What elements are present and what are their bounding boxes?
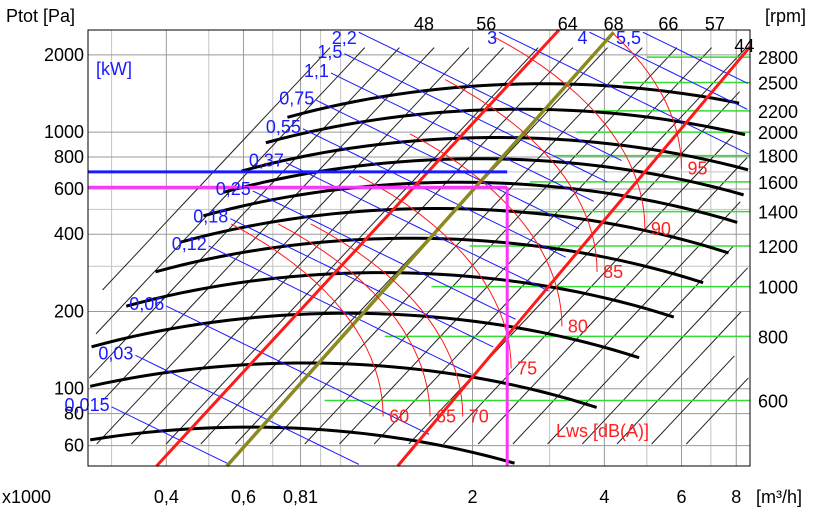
power-label: 0,37: [249, 151, 284, 171]
power-label: 0,03: [98, 343, 133, 363]
efficiency-label: 68: [604, 14, 624, 34]
system-curve: [513, 202, 740, 444]
x-axis-multiplier: x1000: [2, 487, 51, 507]
sound-label: 90: [651, 219, 671, 239]
x-tick-label: 0,4: [154, 487, 179, 507]
sound-label: 75: [517, 358, 537, 378]
y-tick-label: 800: [54, 147, 84, 167]
rpm-axis-label: [rpm]: [765, 6, 806, 26]
efficiency-label: 56: [476, 14, 496, 34]
power-label: 0,06: [129, 294, 164, 314]
y-axis-label: Ptot [Pa]: [6, 6, 75, 26]
power-label: 0,015: [65, 395, 110, 415]
rpm-tick-label: 800: [758, 327, 788, 347]
x-axis-label: [m³/h]: [756, 487, 802, 507]
power-curve: [590, 32, 748, 109]
sound-label: 65: [436, 406, 456, 426]
rpm-tick-label: 2000: [758, 123, 798, 143]
efficiency-label: 57: [705, 14, 725, 34]
rpm-tick-label: 2200: [758, 102, 798, 122]
y-tick-label: 400: [54, 224, 84, 244]
rpm-tick-label: 1800: [758, 147, 798, 167]
y-tick-label: 1000: [44, 122, 84, 142]
power-label: 0,55: [266, 117, 301, 137]
system-curve: [582, 268, 747, 444]
power-label: 2,2: [332, 28, 357, 48]
system-curve: [686, 378, 748, 444]
y-tick-label: 200: [54, 301, 84, 321]
sound-label: 60: [389, 406, 409, 426]
sound-label: 70: [469, 406, 489, 426]
rpm-tick-label: 2500: [758, 74, 798, 94]
power-label: 0,25: [216, 179, 251, 199]
y-tick-label: 600: [54, 179, 84, 199]
efficiency-label: 64: [558, 14, 578, 34]
sound-label: 85: [603, 262, 623, 282]
system-curve: [103, 48, 330, 290]
rpm-tick-label: 1200: [758, 237, 798, 257]
x-tick-label: 8: [731, 487, 741, 507]
x-tick-label: 2: [468, 487, 478, 507]
fan-speed-curve: [92, 313, 640, 357]
y-tick-label: 2000: [44, 45, 84, 65]
power-label: 4: [578, 28, 588, 48]
sound-label: 80: [568, 316, 588, 336]
y-tick-label: 60: [64, 436, 84, 456]
x-tick-label: 0,81: [283, 487, 318, 507]
power-label: 0,75: [279, 88, 314, 108]
power-label: 1,1: [304, 61, 329, 81]
rpm-tick-label: 1000: [758, 278, 798, 298]
sound-label: 95: [688, 159, 708, 179]
rpm-tick-label: 1600: [758, 173, 798, 193]
sound-level-label: Lws [dB(A)]: [556, 421, 649, 441]
power-curve: [135, 355, 358, 464]
rpm-tick-label: 2800: [758, 48, 798, 68]
efficiency-label: 48: [414, 14, 434, 34]
system-curve: [409, 92, 740, 444]
rpm-tick-label: 1400: [758, 203, 798, 223]
system-curve: [548, 246, 734, 444]
x-tick-label: 6: [677, 487, 687, 507]
efficiency-label: 44: [734, 36, 754, 56]
power-unit-label: [kW]: [96, 59, 132, 79]
power-label: 0,18: [193, 207, 228, 227]
fan-speed-curve: [287, 84, 739, 118]
x-tick-label: 0,6: [231, 487, 256, 507]
rpm-tick-label: 600: [758, 391, 788, 411]
power-label: 0,12: [172, 234, 207, 254]
x-tick-label: 4: [599, 487, 609, 507]
efficiency-label: 66: [658, 14, 678, 34]
power-curve: [643, 32, 748, 83]
